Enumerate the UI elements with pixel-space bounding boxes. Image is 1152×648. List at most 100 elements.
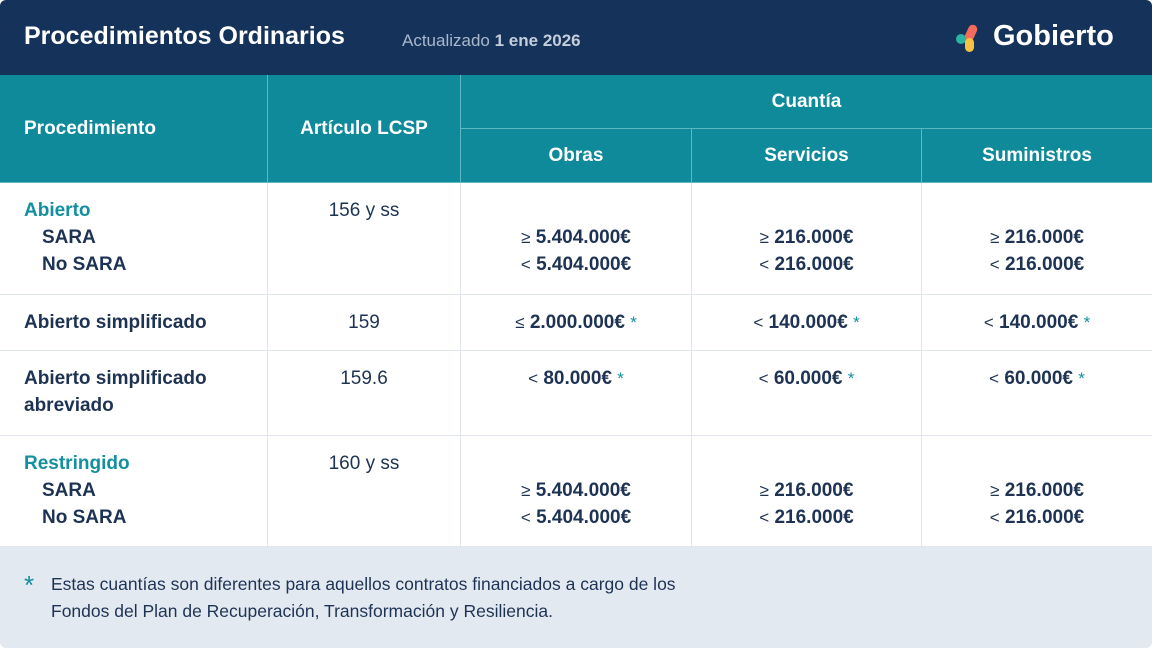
operator: < — [989, 369, 1000, 388]
amount-line: < 140.000€ * — [922, 309, 1152, 336]
updated-date: 1 ene 2026 — [494, 31, 581, 50]
amount-line: ≥ 216.000€ — [922, 477, 1152, 504]
amount-cell: ≥ 216.000€ < 216.000€ — [692, 436, 922, 547]
amount: 5.404.000€ — [535, 480, 631, 501]
amount-line: < 216.000€ — [922, 251, 1152, 278]
column-header: Artículo LCSP — [268, 75, 461, 183]
amount-line: < 80.000€ * — [461, 365, 691, 392]
amount: 60.000€ — [773, 368, 843, 389]
amount-line: < 60.000€ * — [692, 365, 921, 392]
brand: Gobierto — [993, 20, 1114, 52]
operator: < — [520, 508, 531, 527]
title: Procedimientos Ordinarios — [24, 22, 345, 50]
spacer — [461, 450, 691, 477]
amount-cell: ≥ 5.404.000€ < 5.404.000€ — [461, 436, 692, 547]
subtype: SARA — [42, 227, 96, 248]
operator: < — [989, 508, 1000, 527]
amount-line: < 216.000€ — [922, 504, 1152, 531]
amount-cell: ≤ 2.000.000€ * — [461, 295, 692, 351]
column-header: Obras — [461, 129, 692, 183]
amount-line: ≥ 216.000€ — [692, 224, 921, 251]
operator: ≥ — [759, 481, 769, 500]
article: 160 y ss — [328, 453, 400, 474]
operator: < — [759, 508, 770, 527]
article-cell: 159.6 — [268, 351, 461, 436]
group-header: Cuantía — [461, 75, 1152, 129]
subtype: No SARA — [42, 507, 127, 528]
procedure-cell: Abierto simplificado — [0, 295, 268, 351]
article: 159.6 — [340, 368, 388, 389]
operator: ≥ — [759, 228, 769, 247]
column-header: Suministros — [922, 129, 1152, 183]
amount: 216.000€ — [774, 254, 854, 275]
amount: 5.404.000€ — [535, 227, 631, 248]
operator: < — [753, 313, 764, 332]
operator: ≤ — [515, 313, 525, 332]
operator: < — [759, 255, 770, 274]
article: 156 y ss — [328, 200, 400, 221]
spacer — [922, 197, 1152, 224]
updated-label: Actualizado — [402, 31, 490, 50]
amount-line: ≥ 216.000€ — [922, 224, 1152, 251]
amount-line: < 216.000€ — [692, 504, 921, 531]
subtype: SARA — [42, 480, 96, 501]
article-cell: 160 y ss — [268, 436, 461, 547]
operator: < — [528, 369, 539, 388]
amount: 216.000€ — [774, 480, 854, 501]
amount-line: ≥ 216.000€ — [692, 477, 921, 504]
spacer — [692, 450, 921, 477]
amount-line: < 5.404.000€ — [461, 251, 691, 278]
amount: 216.000€ — [774, 507, 854, 528]
amount-cell: ≥ 216.000€ < 216.000€ — [922, 183, 1152, 295]
procedure-cell: Restringido SARA No SARA — [0, 436, 268, 547]
amount: 5.404.000€ — [536, 254, 632, 275]
amount-line: < 60.000€ * — [922, 365, 1152, 392]
operator: ≥ — [521, 228, 531, 247]
column-header: Procedimiento — [0, 75, 268, 183]
amount-line: ≥ 5.404.000€ — [461, 224, 691, 251]
note-mark: * — [630, 313, 637, 332]
note-mark: * — [847, 369, 855, 388]
amount: 216.000€ — [1004, 507, 1085, 528]
amount-line: ≤ 2.000.000€ * — [461, 309, 691, 336]
amount-cell: ≥ 5.404.000€ < 5.404.000€ — [461, 183, 692, 295]
amount-line: < 140.000€ * — [692, 309, 921, 336]
amount: 216.000€ — [1004, 227, 1084, 248]
amount: 216.000€ — [1004, 254, 1085, 275]
column-header: Servicios — [692, 129, 922, 183]
subtype: No SARA — [42, 254, 127, 275]
amount-cell: ≥ 216.000€ < 216.000€ — [922, 436, 1152, 547]
amount-cell: < 140.000€ * — [922, 295, 1152, 351]
amount-line: ≥ 5.404.000€ — [461, 477, 691, 504]
amount-cell: < 140.000€ * — [692, 295, 922, 351]
amount: 216.000€ — [1004, 480, 1084, 501]
operator: < — [989, 255, 1000, 274]
amount-cell: < 60.000€ * — [922, 351, 1152, 436]
amount-line: < 216.000€ — [692, 251, 921, 278]
procedure-cell: Abierto simplificado abreviado — [0, 351, 268, 436]
operator: < — [520, 255, 531, 274]
operator: ≥ — [990, 481, 1000, 500]
spacer — [692, 197, 921, 224]
amount: 140.000€ — [999, 312, 1079, 333]
procedure: Restringido — [24, 453, 130, 474]
amount-cell: < 60.000€ * — [692, 351, 922, 436]
procedure: Abierto — [24, 200, 91, 221]
note-mark: * — [1083, 313, 1091, 332]
note-mark: * — [617, 369, 624, 388]
amount: 216.000€ — [774, 227, 854, 248]
amount-cell: < 80.000€ * — [461, 351, 692, 436]
amount: 80.000€ — [543, 368, 612, 389]
amount-line: < 5.404.000€ — [461, 504, 691, 531]
brand-logo — [956, 24, 978, 52]
note-mark: * — [853, 313, 860, 332]
article-cell: 159 — [268, 295, 461, 351]
footnote-mark: * — [24, 570, 35, 600]
article-cell: 156 y ss — [268, 183, 461, 295]
footnote-text: Estas cuantías son diferentes para aquel… — [51, 574, 676, 621]
operator: ≥ — [521, 481, 531, 500]
amount: 5.404.000€ — [536, 507, 632, 528]
procedure-cell: Abierto SARA No SARA — [0, 183, 268, 295]
spacer — [922, 450, 1152, 477]
